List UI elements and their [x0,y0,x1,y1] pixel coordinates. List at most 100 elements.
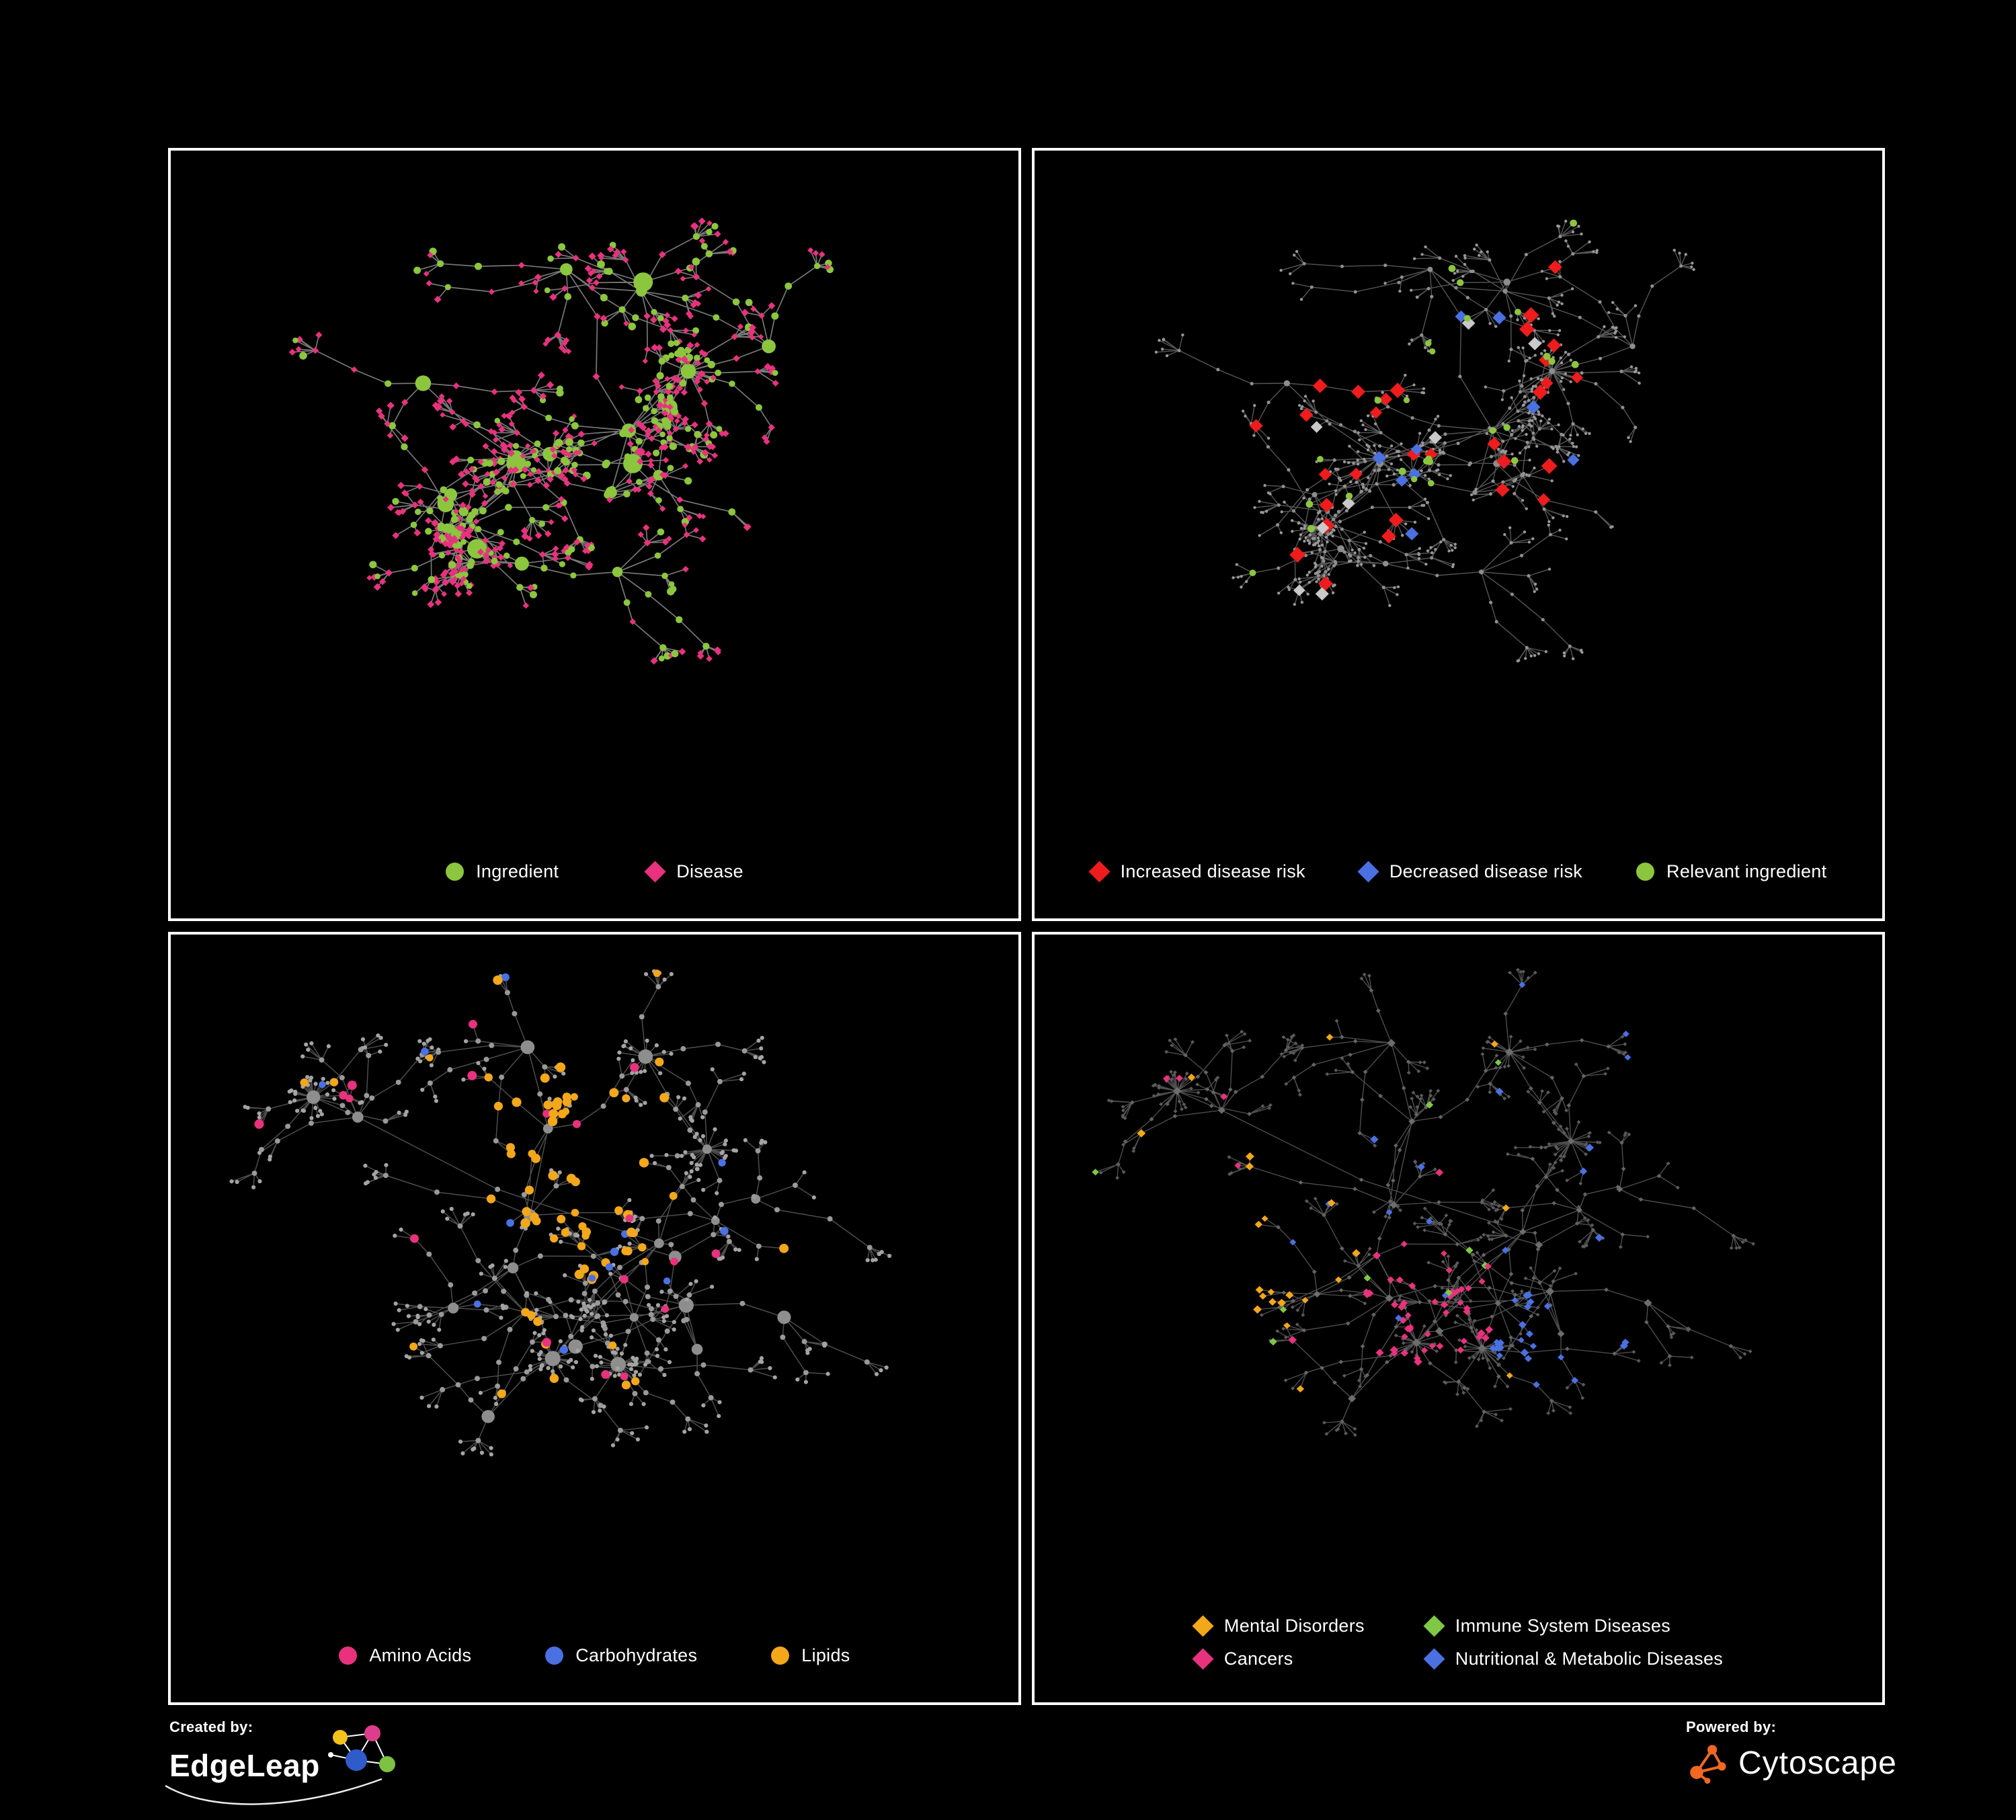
graph-node-circle [360,1100,364,1105]
graph-node-circle [339,1091,348,1100]
graph-node-circle [1411,476,1418,483]
graph-node-diamond [1547,338,1562,353]
graph-node-circle [1454,254,1458,258]
graph-node-circle [644,1284,650,1290]
graph-node-circle [874,1372,879,1376]
graph-node-diamond [1433,1167,1437,1172]
graph-node-circle [1562,460,1566,463]
graph-node-diamond [691,331,697,338]
graph-node-circle [803,1370,809,1376]
graph-node-circle [1523,400,1527,403]
graph-node-diamond [1487,1208,1492,1212]
graph-node-circle [643,972,649,976]
graph-node-circle [1678,251,1681,255]
graph-node-diamond [1327,1199,1336,1208]
graph-edges [1156,221,1694,662]
graph-node-diamond [454,590,462,598]
graph-node-circle [692,1155,696,1160]
graph-node-circle [689,1160,694,1165]
graph-node-circle [1529,654,1533,658]
graph-node-circle [1547,520,1551,524]
graph-node-circle [737,1248,741,1253]
graph-node-circle [700,1362,707,1368]
graph-node-circle [1320,565,1324,568]
graph-node-diamond [1495,1208,1500,1212]
graph-node-diamond [1303,1370,1309,1375]
graph-node-circle [496,1359,502,1366]
graph-node-diamond [1476,1238,1480,1242]
graph-node-circle [537,1333,542,1338]
graph-node-diamond [572,471,579,478]
graph-node-circle [1423,498,1427,501]
graph-node-diamond [1446,1299,1451,1304]
graph-node-diamond [387,401,395,409]
graph-node-circle [1317,544,1321,548]
graph-node-diamond [1220,1093,1227,1101]
graph-node-circle [547,255,554,262]
graph-node-diamond [682,463,689,469]
graph-node-diamond [651,657,658,664]
graph-node-diamond [572,254,579,262]
graph-node-circle [702,643,710,650]
graph-node-diamond [1453,1360,1458,1365]
graph-node-diamond [1439,1333,1444,1337]
network-ingredient-disease [288,217,834,665]
graph-node-circle [1290,519,1294,522]
graph-node-circle [598,1409,602,1413]
graph-node-circle [415,1056,420,1061]
graph-node-diamond [1422,1206,1427,1211]
graph-node-circle [690,1118,694,1123]
graph-node-circle [669,442,678,450]
graph-node-diamond [288,348,296,356]
graph-node-diamond [425,517,432,524]
graph-node-diamond [1410,443,1423,456]
graph-node-diamond [1525,1330,1534,1338]
graph-node-circle [1437,463,1441,467]
graph-node-circle [258,1146,264,1152]
graph-node-diamond [1369,406,1383,419]
graph-node-diamond [1268,1298,1277,1306]
graph-node-circle [610,1357,627,1372]
graph-node-circle [300,1108,305,1113]
graph-node-circle [669,972,674,976]
graph-node-circle [622,1043,627,1048]
graph-edges [231,971,890,1455]
legend-item: Amino Acids [339,1645,471,1666]
graph-node-diamond [1476,1357,1481,1361]
graph-node-diamond [1480,1199,1484,1205]
graph-node-circle [648,1312,654,1318]
graph-node-circle [759,1055,764,1060]
graph-node-circle [1424,562,1428,566]
graph-node-circle [668,581,675,588]
graph-node-diamond [707,220,713,227]
graph-node-circle [603,1332,608,1337]
graph-node-circle [617,1265,623,1271]
graph-node-circle [229,1179,234,1184]
graph-node-diamond [1234,1162,1242,1169]
graph-node-circle [666,1164,672,1171]
graph-node-circle [576,1300,581,1304]
graph-node-circle [468,1397,474,1403]
graph-node-circle [732,298,740,306]
carbohydrates-circle-icon [545,1646,564,1665]
graph-node-diamond [1519,1289,1524,1294]
graph-node-circle [1463,256,1467,260]
graph-node-circle [659,1290,664,1294]
graph-node-diamond [1367,1247,1372,1251]
graph-node-circle [1527,541,1531,544]
graph-node-diamond [535,468,542,475]
graph-node-diamond [1342,1259,1347,1263]
graph-node-circle [1302,496,1305,500]
graph-node-diamond [1385,1294,1394,1302]
graph-node-circle [575,1348,580,1353]
graph-node-diamond [527,471,534,477]
graph-node-circle [568,1333,574,1339]
graph-node-circle [663,422,672,430]
graph-node-circle [461,1077,466,1082]
graph-node-diamond [295,346,302,352]
graph-node-circle [641,1258,649,1266]
graph-node-circle [1513,491,1517,496]
graph-node-circle [1548,358,1556,365]
graph-node-diamond [1349,467,1363,481]
graph-node-circle [1161,348,1164,351]
